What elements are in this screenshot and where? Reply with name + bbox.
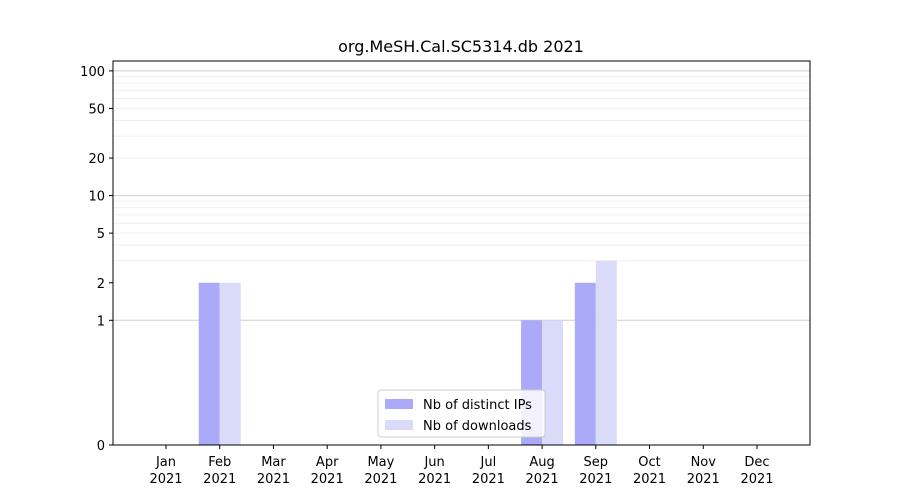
y-tick-label: 20 bbox=[88, 152, 105, 167]
y-tick-label: 5 bbox=[97, 227, 105, 242]
x-tick-label-year: 2021 bbox=[579, 472, 612, 487]
legend-label: Nb of distinct IPs bbox=[423, 398, 532, 413]
y-tick-label: 100 bbox=[80, 65, 105, 80]
x-tick-label-month: Mar bbox=[261, 455, 286, 470]
bar-downloads bbox=[542, 320, 564, 445]
y-tick-label: 50 bbox=[88, 102, 105, 117]
y-tick-label: 0 bbox=[97, 439, 105, 454]
x-tick-label-month: Jul bbox=[480, 455, 497, 470]
bar-distinct-ips bbox=[574, 282, 596, 445]
x-tick-label-year: 2021 bbox=[364, 472, 397, 487]
chart-title: org.MeSH.Cal.SC5314.db 2021 bbox=[338, 37, 584, 56]
x-tick-label-year: 2021 bbox=[418, 472, 451, 487]
x-tick-label-year: 2021 bbox=[203, 472, 236, 487]
y-tick-label: 2 bbox=[97, 277, 105, 292]
x-tick-label-month: Sep bbox=[584, 455, 609, 470]
x-tick-label-year: 2021 bbox=[149, 472, 182, 487]
x-tick-label-year: 2021 bbox=[526, 472, 559, 487]
bar-distinct-ips bbox=[198, 282, 220, 445]
x-tick-label-month: Nov bbox=[691, 455, 717, 470]
legend-swatch bbox=[385, 399, 413, 409]
x-tick-label-month: Jan bbox=[155, 455, 176, 470]
legend-box bbox=[377, 389, 546, 438]
plot-frame bbox=[112, 60, 811, 446]
bar-downloads bbox=[219, 282, 241, 445]
x-tick-label-year: 2021 bbox=[687, 472, 720, 487]
x-tick-label-month: Oct bbox=[638, 455, 660, 470]
legend: Nb of distinct IPs Nb of downloads bbox=[377, 389, 546, 438]
x-tick-label-year: 2021 bbox=[472, 472, 505, 487]
x-tick-label-month: May bbox=[367, 455, 394, 470]
x-tick-label-month: Dec bbox=[744, 455, 769, 470]
x-tick-label-year: 2021 bbox=[740, 472, 773, 487]
x-tick-label-month: Jun bbox=[423, 455, 444, 470]
y-tick-label: 1 bbox=[97, 314, 105, 329]
x-tick-label-year: 2021 bbox=[257, 472, 290, 487]
x-tick-label-month: Feb bbox=[208, 455, 231, 470]
grid-layer bbox=[113, 70, 810, 321]
x-tick-label-year: 2021 bbox=[633, 472, 666, 487]
x-tick-label-year: 2021 bbox=[311, 472, 344, 487]
axes-layer: 0 1 2 5 10 20 50 100 Jan 2021 Feb 2021 Mar 2021 Apr 202… bbox=[80, 60, 811, 487]
x-tick-label-month: Aug bbox=[529, 455, 554, 470]
bars-layer bbox=[198, 260, 617, 445]
legend-label: Nb of downloads bbox=[423, 419, 532, 434]
y-tick-label: 10 bbox=[88, 190, 105, 205]
x-tick-label-month: Apr bbox=[316, 455, 339, 470]
bar-downloads bbox=[595, 260, 617, 445]
legend-swatch bbox=[385, 420, 413, 430]
